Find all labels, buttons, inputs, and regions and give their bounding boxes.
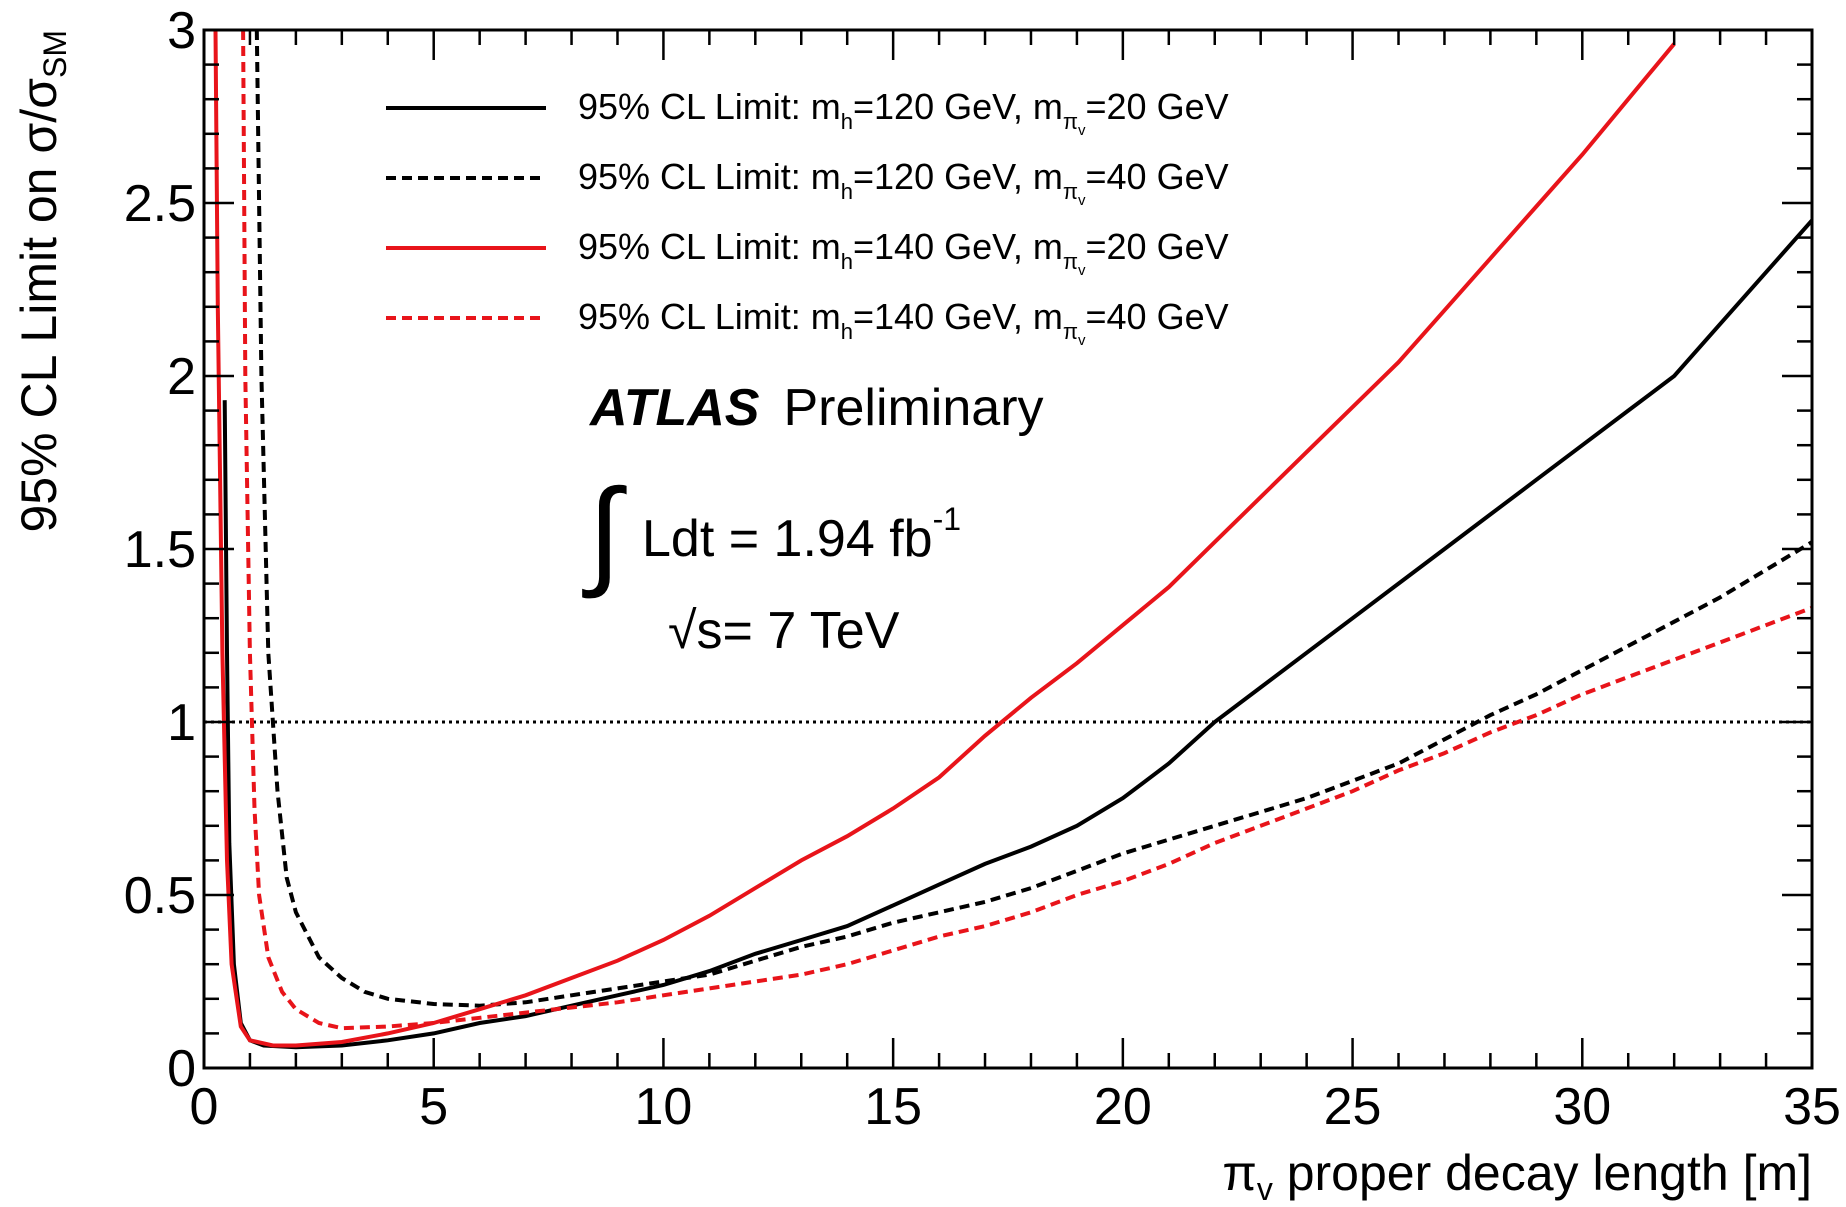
y-tick-label: 1.5	[124, 521, 196, 579]
atlas-label: ATLAS Preliminary	[588, 379, 1044, 437]
x-tick-label: 35	[1783, 1078, 1841, 1136]
legend-label-1: 95% CL Limit: mh=120 GeV, mπv=20 GeV	[578, 86, 1229, 139]
legend-label-part: =140 GeV, m	[853, 226, 1063, 267]
legend-label-3: 95% CL Limit: mh=140 GeV, mπv=20 GeV	[578, 226, 1229, 279]
x-tick-label: 20	[1094, 1078, 1152, 1136]
legend-label-part: v	[1078, 262, 1086, 279]
energy-text: s= 7 TeV	[697, 602, 900, 660]
legend-label-part: π	[1063, 109, 1078, 134]
x-axis-title: πv proper decay length [m]	[1222, 1145, 1812, 1207]
energy-label: √s= 7 TeV	[668, 602, 900, 660]
legend-label-part: 95% CL Limit: m	[578, 226, 841, 267]
y-tick-label: 0.5	[124, 867, 196, 925]
legend-label-part: =40 GeV	[1086, 296, 1229, 337]
x-tick-label: 25	[1324, 1078, 1382, 1136]
legend-label-part: h	[841, 319, 853, 344]
legend: 95% CL Limit: mh=120 GeV, mπv=20 GeV95% …	[386, 86, 1229, 349]
y-axis-title: 95% CL Limit on σ/σSM	[11, 30, 73, 533]
legend-label-part: 95% CL Limit: m	[578, 296, 841, 337]
y-tick-label: 1	[167, 694, 196, 752]
series-line-4	[241, 30, 1812, 1031]
legend-label-part: =120 GeV, m	[853, 86, 1063, 127]
legend-label-part: h	[841, 179, 853, 204]
atlas-label-preliminary: Preliminary	[783, 379, 1043, 437]
y-tick-label: 2.5	[124, 175, 196, 233]
y-tick-label: 0	[167, 1040, 196, 1098]
x-tick-label: 30	[1553, 1078, 1611, 1136]
legend-label-part: 95% CL Limit: m	[578, 156, 841, 197]
series-line-1	[222, 218, 1812, 1050]
legend-label-part: =120 GeV, m	[853, 156, 1063, 197]
series-line-2	[254, 30, 1812, 1008]
x-tick-label: 15	[864, 1078, 922, 1136]
legend-label-part: π	[1063, 249, 1078, 274]
legend-label-part: =140 GeV, m	[853, 296, 1063, 337]
axis-ticks	[202, 28, 1814, 1070]
legend-label-part: π	[1063, 319, 1078, 344]
integral-symbol: ∫	[582, 465, 627, 599]
legend-label-part: h	[841, 249, 853, 274]
x-axis-title-text: proper decay length [m]	[1273, 1145, 1812, 1201]
legend-label-part: =40 GeV	[1086, 156, 1229, 197]
legend-label-4: 95% CL Limit: mh=140 GeV, mπv=40 GeV	[578, 296, 1229, 349]
legend-label-part: π	[1063, 179, 1078, 204]
luminosity-superscript: -1	[933, 501, 961, 537]
luminosity-text: Ldt = 1.94 fb	[642, 510, 933, 568]
legend-label-part: h	[841, 109, 853, 134]
y-tick-label: 3	[167, 2, 196, 60]
y-axis-title-subscript: SM	[37, 30, 73, 78]
legend-label-part: v	[1078, 332, 1086, 349]
legend-label-part: 95% CL Limit: m	[578, 86, 841, 127]
x-tick-label: 0	[190, 1078, 219, 1136]
series-line-3	[213, 30, 1676, 1048]
atlas-label-bold: ATLAS	[588, 379, 760, 437]
legend-label-part: =20 GeV	[1086, 226, 1229, 267]
legend-label-part: v	[1078, 192, 1086, 209]
legend-label-2: 95% CL Limit: mh=120 GeV, mπv=40 GeV	[578, 156, 1229, 209]
x-axis-title-subscript: v	[1257, 1171, 1273, 1207]
y-axis-title-text: 95% CL Limit on σ/σ	[11, 78, 67, 533]
axis-tick-labels: 0 5 10 15 20 25 30 35 0 0.5 1 1.5 2 2.5 3	[124, 2, 1841, 1136]
legend-label-part: =20 GeV	[1086, 86, 1229, 127]
sqrt-symbol: √	[668, 602, 697, 660]
y-tick-label: 2	[167, 348, 196, 406]
x-tick-label: 5	[419, 1078, 448, 1136]
luminosity-label: Ldt = 1.94 fb-1	[642, 501, 961, 568]
legend-label-part: v	[1078, 122, 1086, 139]
x-tick-label: 10	[635, 1078, 693, 1136]
series-lines	[213, 30, 1812, 1050]
x-axis-title-symbol: π	[1222, 1145, 1257, 1201]
